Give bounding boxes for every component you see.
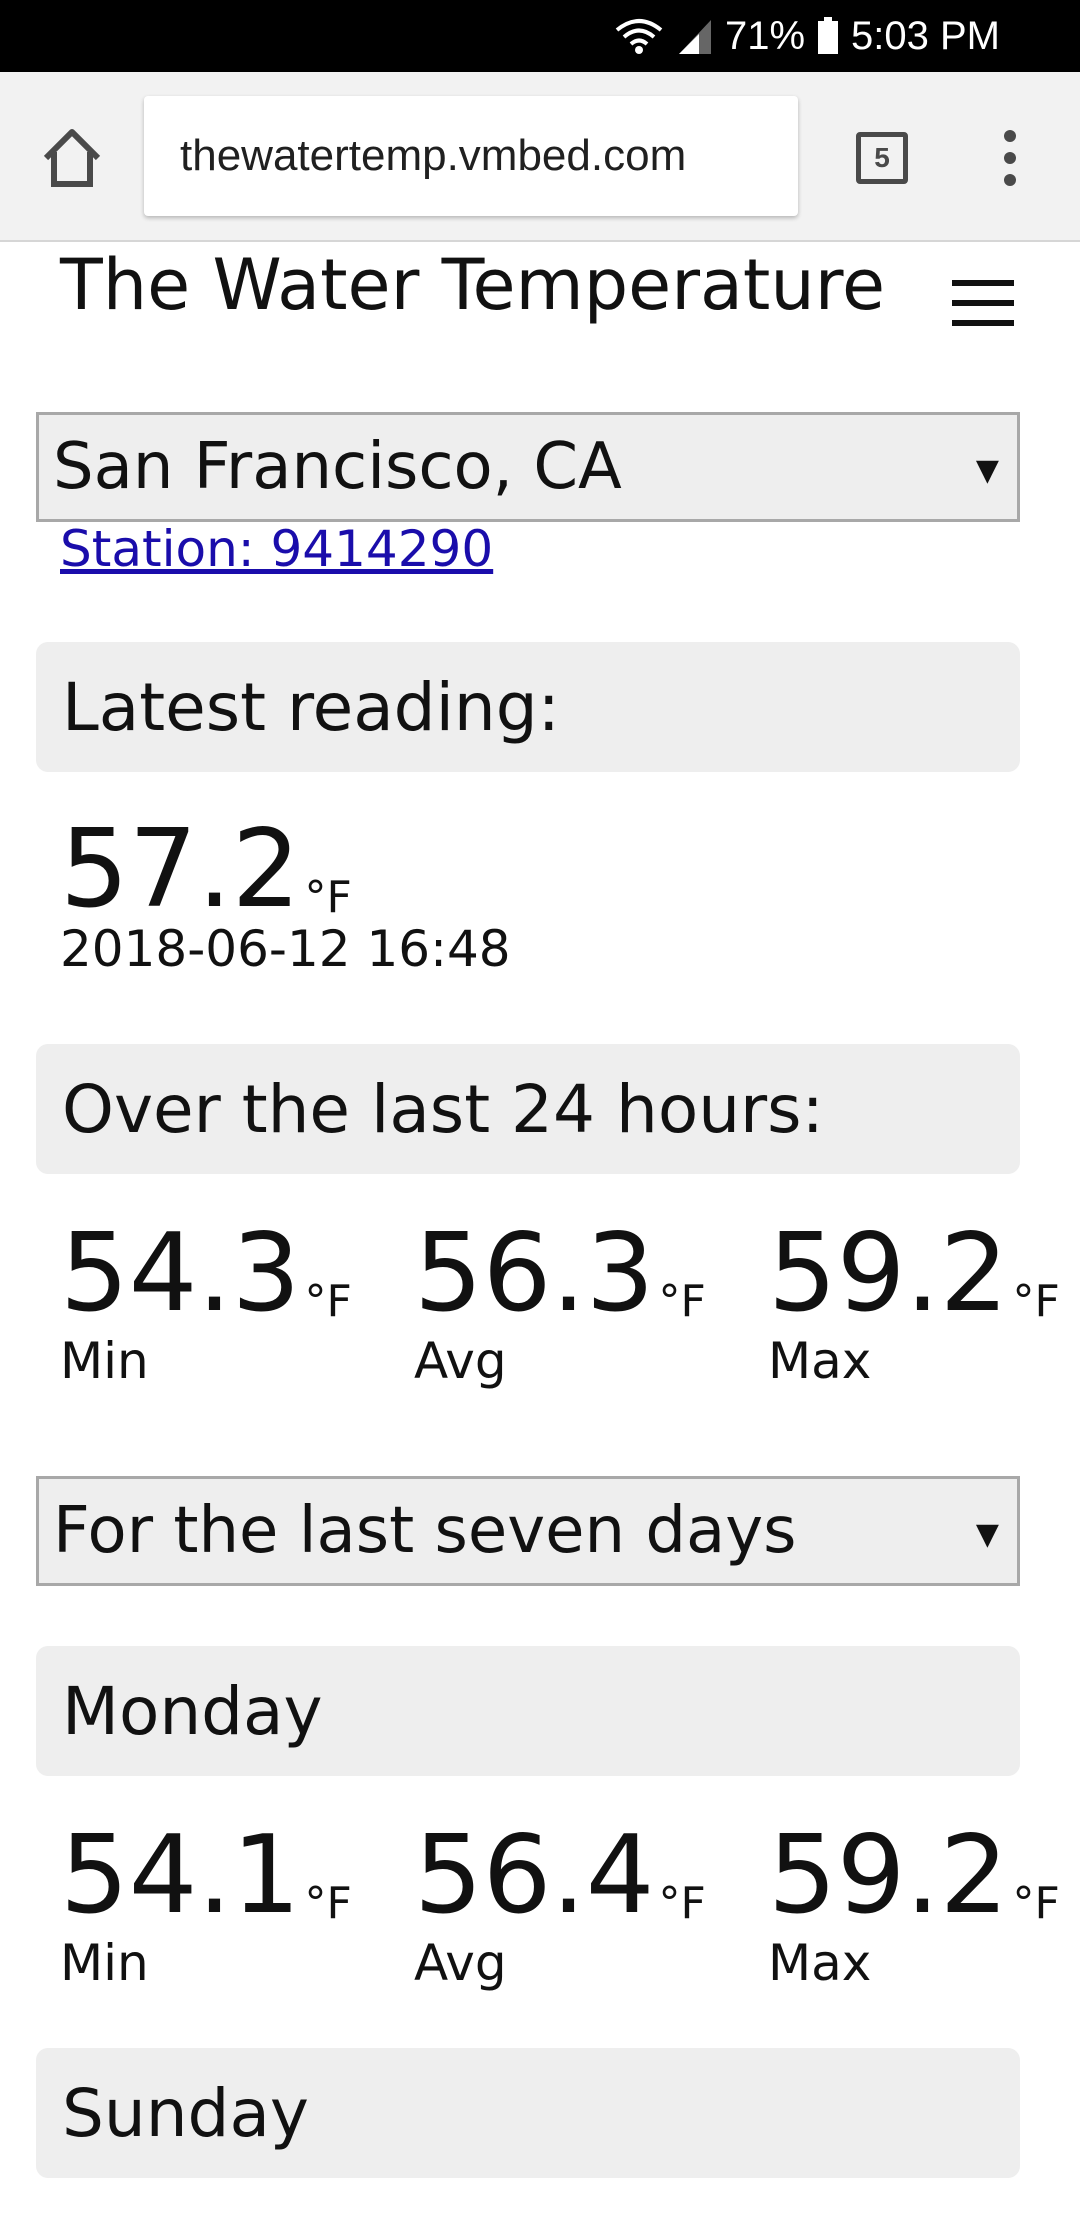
signal-icon [677,16,713,56]
stat-unit: °F [658,1878,706,1929]
stat-unit: °F [304,1878,352,1929]
period-select-value: For the last seven days [53,1494,797,1568]
stat-label: Avg [414,1934,507,1992]
stat-label: Avg [414,1332,507,1390]
dropdown-arrow-icon: ▼ [975,453,999,488]
latest-timestamp: 2018-06-12 16:48 [60,920,511,978]
hamburger-menu-icon[interactable] [952,280,1014,326]
latest-value: 57.2 [60,807,301,932]
browser-toolbar: thewatertemp.vmbed.com 5 [0,72,1080,242]
battery-percent: 71% [724,13,806,58]
last-24-hours-heading: Over the last 24 hours: [36,1044,1020,1174]
day-heading-monday: Monday [36,1646,1020,1776]
clock: 5:03 PM [851,13,1000,58]
stat-unit: °F [1012,1276,1060,1327]
site-title: The Water Temperature [60,244,886,326]
stat-unit: °F [658,1276,706,1327]
wifi-icon [613,16,665,56]
stat-value: 54.3 [60,1211,301,1336]
stat-label: Max [768,1332,872,1390]
location-select-value: San Francisco, CA [53,430,622,504]
station-link[interactable]: Station: 9414290 [60,520,494,578]
last24-min: 54.3°F Min [60,1220,390,1391]
stat-value: 59.2 [768,1813,1009,1938]
day-heading-sunday: Sunday [36,2048,1020,2178]
monday-max: 59.2°F Max [768,1822,1080,1993]
period-select[interactable]: For the last seven days ▼ [36,1476,1020,1586]
battery-icon [817,17,839,55]
stat-value: 56.3 [414,1211,655,1336]
status-bar: 71% 5:03 PM [0,0,1080,72]
latest-unit: °F [304,872,352,923]
stat-unit: °F [304,1276,352,1327]
stat-label: Min [60,1332,149,1390]
last24-max: 59.2°F Max [768,1220,1080,1391]
location-select[interactable]: San Francisco, CA ▼ [36,412,1020,522]
monday-min: 54.1°F Min [60,1822,390,1993]
monday-avg: 56.4°F Avg [414,1822,744,1993]
status-icons: 71% 5:03 PM [613,0,1000,72]
dropdown-arrow-icon: ▼ [975,1517,999,1552]
latest-reading-heading: Latest reading: [36,642,1020,772]
stat-value: 56.4 [414,1813,655,1938]
home-icon[interactable] [36,122,108,194]
url-bar[interactable]: thewatertemp.vmbed.com [144,96,798,216]
stat-unit: °F [1012,1878,1060,1929]
stat-value: 59.2 [768,1211,1009,1336]
stat-label: Max [768,1934,872,1992]
stat-label: Min [60,1934,149,1992]
stat-value: 54.1 [60,1813,301,1938]
tab-switcher-button[interactable]: 5 [856,132,908,184]
last24-avg: 56.3°F Avg [414,1220,744,1391]
overflow-menu-icon[interactable] [994,130,1026,190]
latest-reading-value: 57.2°F [60,816,352,924]
